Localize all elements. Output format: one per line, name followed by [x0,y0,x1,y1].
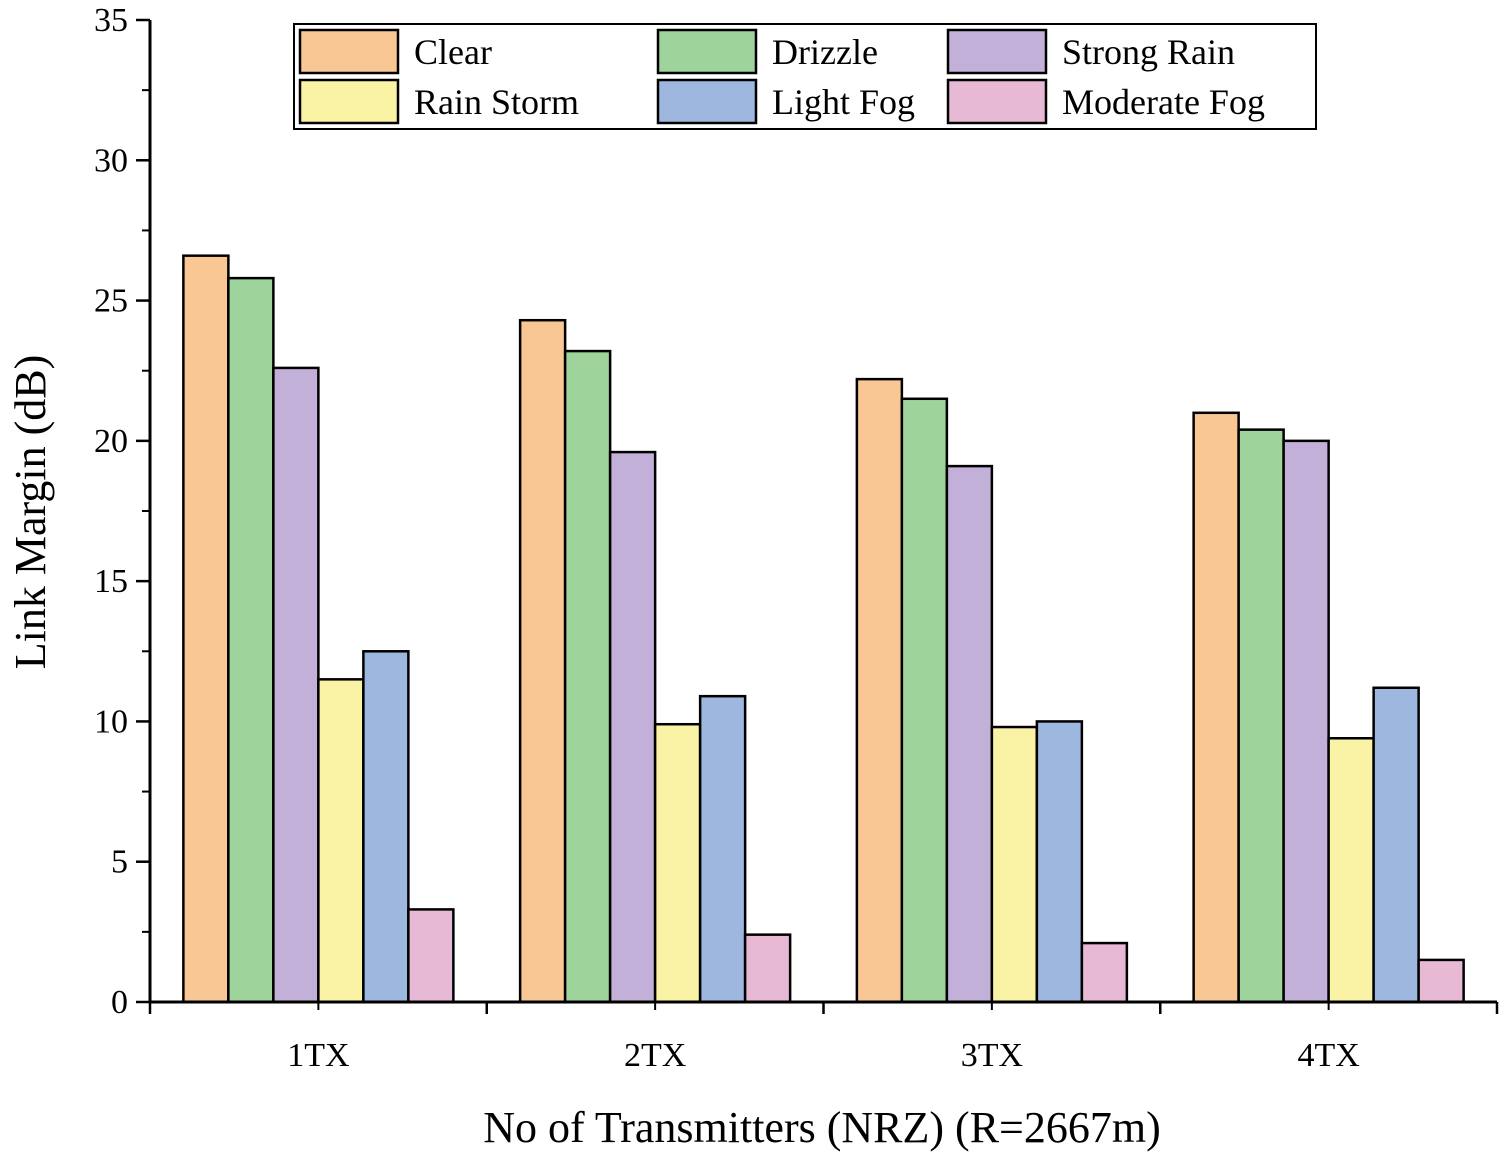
x-tick-label: 4TX [1297,1037,1359,1074]
y-tick-label: 15 [94,563,128,600]
legend-box [293,23,1317,130]
legend-swatch-clear [298,28,400,75]
x-tick-label: 2TX [624,1037,686,1074]
legend-label-clear: Clear [414,32,492,72]
bar-strong-rain-2tx [608,450,657,1004]
bar-moderate-fog-1tx [407,908,455,1004]
bar-moderate-fog-3tx [1080,941,1129,1004]
bar-strong-rain-1tx [272,366,320,1004]
legend-swatch-moderate-fog [946,78,1048,125]
y-tick-label: 30 [94,142,128,179]
y-tick-label: 35 [94,2,128,39]
legend-label-light-fog: Light Fog [772,82,915,122]
bar-light-fog-1tx [362,650,410,1004]
bar-strong-rain-3tx [945,464,994,1004]
bar-rain-storm-2tx [653,722,702,1004]
bar-clear-2tx [518,318,567,1004]
bar-drizzle-3tx [900,397,949,1004]
legend-label-drizzle: Drizzle [772,32,878,72]
x-tick-label: 1TX [287,1037,349,1074]
bar-drizzle-1tx [227,276,275,1004]
legend-label-strong-rain: Strong Rain [1062,32,1235,72]
y-axis-title: Link Margin (dB) [6,355,55,670]
legend-label-moderate-fog: Moderate Fog [1062,82,1265,122]
x-axis-title: No of Transmitters (NRZ) (R=2667m) [483,1103,1160,1152]
y-tick-label: 10 [94,703,128,740]
y-tick-label: 25 [94,283,128,320]
x-tick-label: 3TX [961,1037,1023,1074]
bar-moderate-fog-4tx [1417,958,1465,1004]
bar-strong-rain-4tx [1282,439,1330,1004]
bar-light-fog-2tx [698,694,747,1004]
bar-drizzle-2tx [563,349,612,1004]
bar-moderate-fog-2tx [743,933,792,1004]
bar-rain-storm-3tx [990,725,1039,1004]
bar-clear-3tx [855,377,904,1004]
bar-light-fog-4tx [1372,686,1420,1004]
axes-group: 0 5 10 15 20 25 30 35 1TX 2TX 3TX 4TX [94,2,1499,1074]
legend-swatch-light-fog [656,78,758,125]
bar-rain-storm-1tx [317,678,365,1004]
bar-clear-4tx [1192,411,1240,1004]
legend-label-rain-storm: Rain Storm [414,82,579,122]
bars-group [182,254,1465,1004]
y-tick-label: 5 [111,844,128,881]
bar-drizzle-4tx [1237,428,1285,1004]
legend-swatch-rain-storm [298,78,400,125]
y-tick-label: 20 [94,423,128,460]
legend: Clear Drizzle Strong Rain Rain Storm Light F… [293,23,1317,130]
legend-swatch-drizzle [656,28,758,75]
bar-rain-storm-4tx [1327,737,1375,1004]
bar-light-fog-3tx [1035,720,1084,1004]
bar-clear-1tx [182,254,230,1004]
y-tick-label: 0 [111,984,128,1021]
legend-swatch-strong-rain [946,28,1048,75]
